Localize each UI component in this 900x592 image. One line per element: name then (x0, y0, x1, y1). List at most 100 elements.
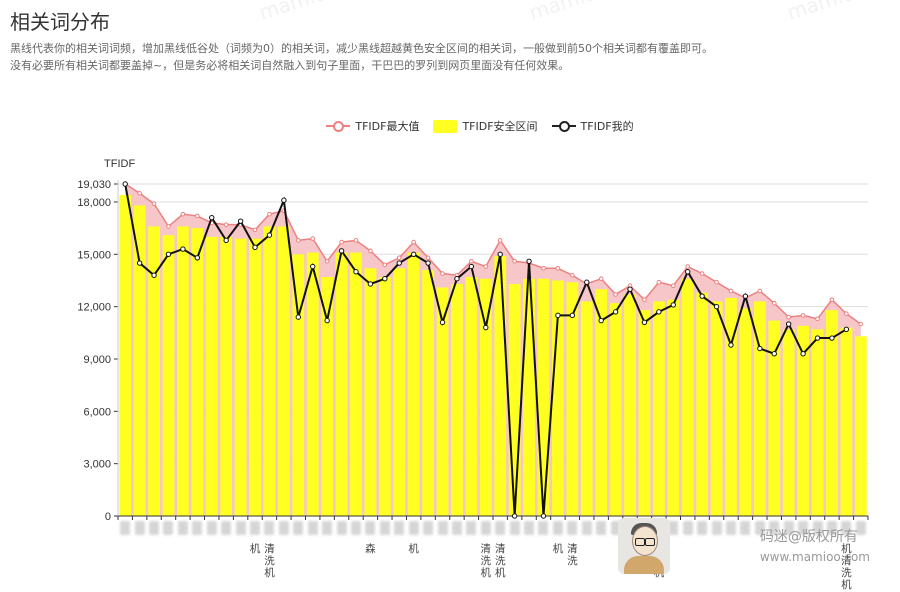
safe-bar (133, 205, 146, 517)
max-point (512, 258, 517, 264)
max-point (656, 279, 662, 285)
safe-bar (162, 235, 175, 516)
safe-bar (191, 228, 204, 516)
safe-bar (364, 268, 377, 516)
legend-box-icon (433, 119, 458, 133)
mine-point (699, 293, 705, 299)
mine-point (555, 312, 561, 319)
blurred-label (538, 521, 549, 535)
blurred-label (754, 521, 765, 535)
mine-point (122, 181, 128, 187)
mine-point (252, 244, 258, 251)
mine-point (136, 260, 143, 266)
blurred-label (740, 521, 751, 535)
blurred-label (596, 521, 607, 535)
safe-bar (508, 283, 521, 516)
max-point (598, 276, 604, 282)
safe-bar (551, 280, 564, 516)
blurred-label (206, 521, 217, 535)
blurred-label (711, 521, 722, 535)
safe-bar (436, 287, 449, 516)
watermark: 码迷@版权所有 www.mamioo.com (760, 526, 870, 564)
max-point (815, 316, 820, 322)
blurred-label (278, 521, 289, 535)
x-tick-label: 森 (365, 542, 376, 555)
safe-bar (465, 276, 478, 516)
blurred-label (350, 521, 361, 535)
max-point (267, 211, 272, 217)
legend-item-mine[interactable]: TFIDF我的 (551, 118, 634, 134)
legend-line-circle-icon (326, 120, 351, 132)
x-tick-label: 机 (408, 542, 419, 555)
safe-bar (537, 278, 550, 516)
blurred-label (682, 521, 693, 535)
safe-bar (840, 327, 853, 516)
blurred-label (221, 521, 232, 535)
legend-item-safe[interactable]: TFIDF安全区间 (433, 118, 538, 134)
max-point (858, 321, 864, 327)
max-point (396, 255, 402, 261)
y-tick-label: 18,000 (77, 197, 111, 209)
x-tick-label: 清 (841, 554, 852, 567)
blurred-label (798, 521, 809, 535)
watermark-site: www.mamioo.com (759, 550, 870, 564)
safe-bar (205, 236, 218, 516)
x-tick-label: 清 (567, 542, 578, 555)
safe-bar (176, 226, 189, 517)
mine-point (396, 260, 402, 266)
max-point (497, 238, 503, 243)
safe-bar (782, 329, 795, 516)
safe-bar (335, 252, 348, 516)
mine-point (829, 335, 835, 341)
mine-point (151, 272, 157, 278)
safe-bar (710, 301, 723, 516)
safe-bar (378, 276, 391, 516)
safe-bar (595, 289, 608, 516)
blurred-label (783, 521, 794, 535)
y-tick-label: 9,000 (83, 354, 111, 366)
mine-point (728, 342, 734, 348)
max-point (368, 248, 373, 254)
mine-point (410, 251, 417, 258)
x-tick-label: 洗 (495, 555, 506, 567)
blurred-label (610, 521, 621, 535)
blurred-label (134, 521, 145, 535)
legend-item-max[interactable]: TFIDF最大值 (326, 118, 419, 134)
blurred-label (524, 521, 535, 535)
chart-legend: TFIDF最大值 TFIDF安全区间 TFIDF我的 (0, 117, 900, 135)
max-point (295, 238, 301, 243)
y-axis-title: TFIDF (104, 158, 135, 170)
x-tick-label: 清 (264, 542, 275, 555)
safe-bar (220, 236, 233, 516)
blurred-label (769, 521, 780, 535)
blurred-label (163, 521, 174, 535)
safe-bar (725, 297, 737, 516)
legend-label-mine: TFIDF我的 (580, 120, 634, 133)
max-point (353, 238, 359, 243)
mine-point (223, 237, 229, 244)
safe-bar (739, 308, 752, 516)
mine-point (425, 260, 431, 266)
safe-bar (811, 329, 824, 516)
safe-bar (753, 301, 766, 516)
safe-bar (451, 283, 463, 516)
safe-bar (566, 282, 579, 516)
mine-point (757, 345, 763, 352)
mine-point (237, 218, 244, 224)
max-point (829, 297, 835, 302)
blurred-label (365, 521, 376, 535)
max-point (670, 283, 676, 289)
blurred-label (423, 521, 434, 535)
safe-bar (148, 226, 160, 517)
mine-point (511, 513, 518, 519)
y-tick-label: 15,000 (77, 249, 111, 261)
max-point (411, 239, 416, 245)
mine-point (612, 309, 619, 315)
max-point (310, 236, 316, 241)
page-title: 相关词分布 (10, 10, 110, 34)
safe-bar (494, 256, 507, 516)
blurred-label (177, 521, 188, 535)
max-point (786, 314, 791, 320)
max-point (223, 222, 229, 227)
